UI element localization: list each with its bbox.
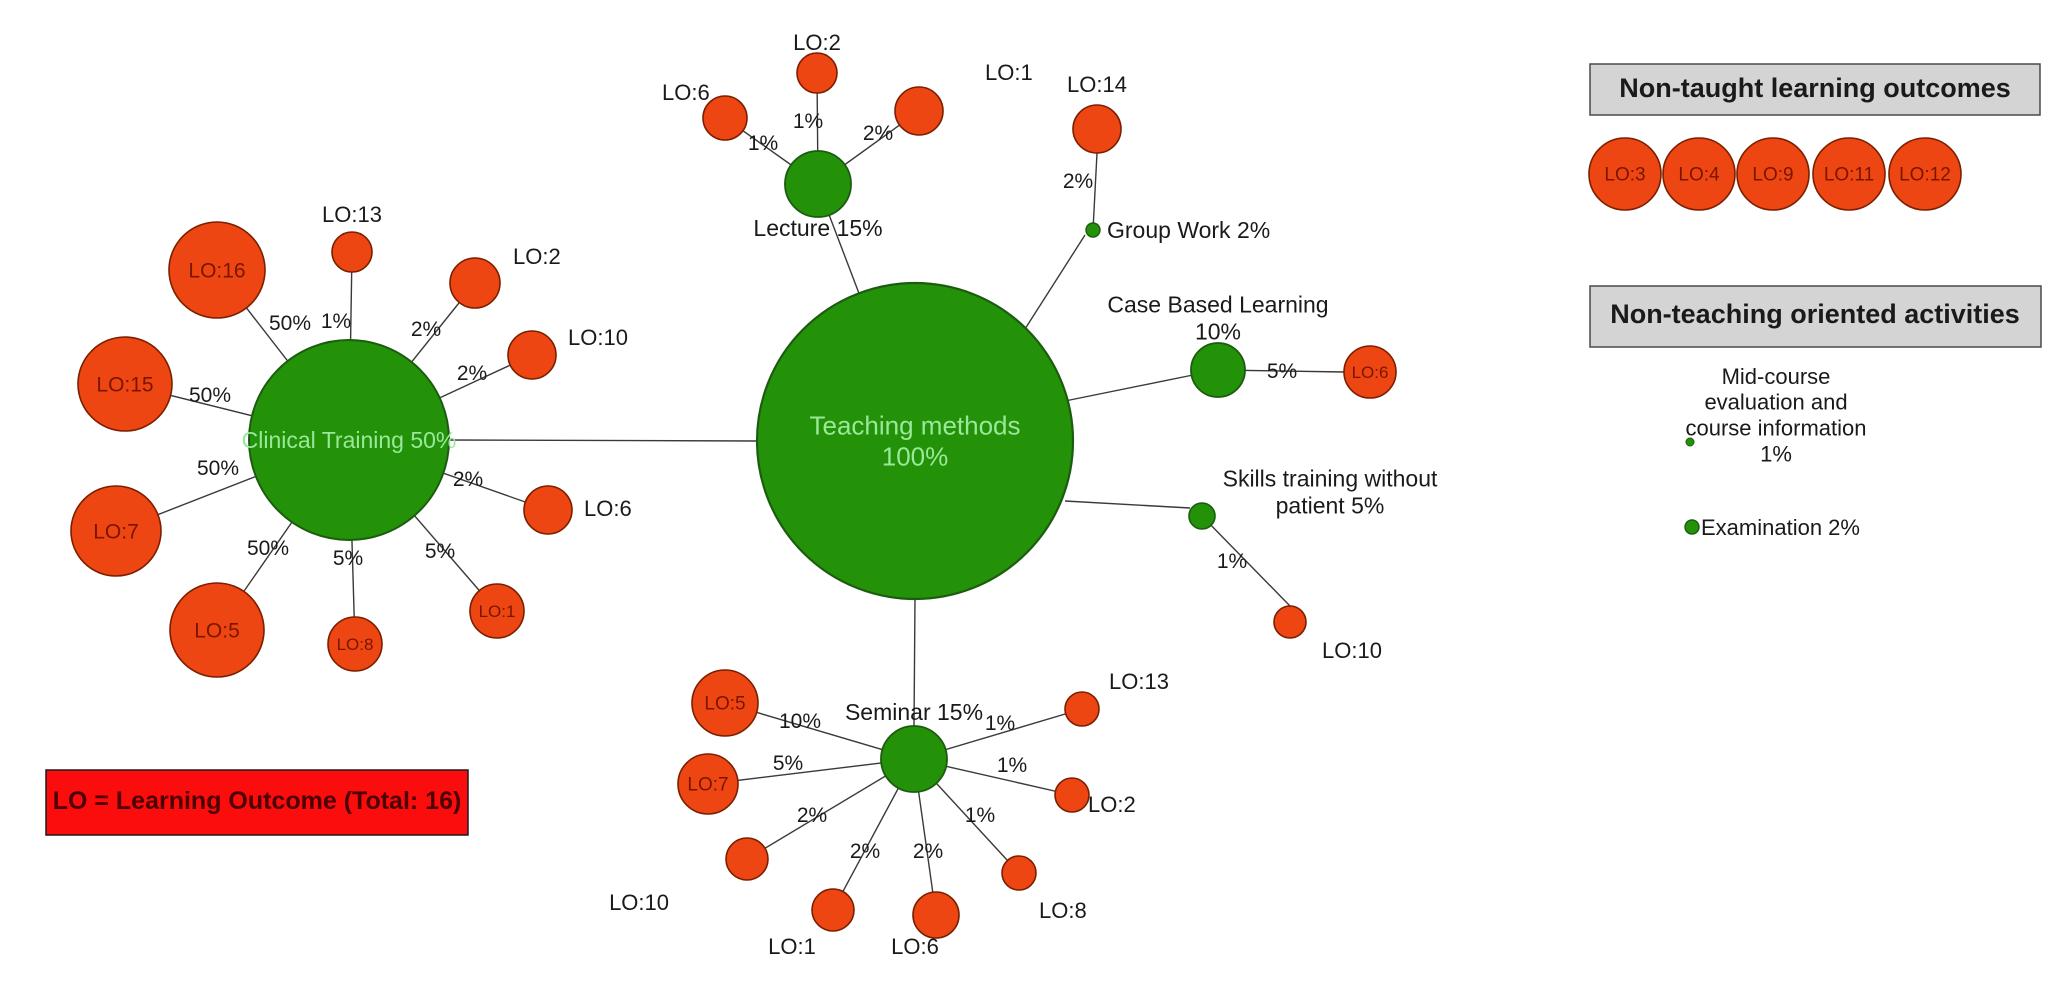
svg-text:LO:2: LO:2 [793,30,841,55]
svg-text:LO:12: LO:12 [1899,165,1951,186]
svg-text:LO:2: LO:2 [1088,792,1136,817]
svg-text:1%: 1% [748,132,778,155]
svg-text:50%: 50% [189,384,231,407]
svg-text:Non-teaching oriented activiti: Non-teaching oriented activities [1610,299,2020,329]
svg-text:2%: 2% [453,468,483,491]
svg-text:Seminar 15%: Seminar 15% [845,699,983,725]
svg-text:LO:1: LO:1 [479,602,516,621]
svg-text:2%: 2% [863,122,893,145]
svg-text:LO:5: LO:5 [194,619,240,642]
svg-text:LO:14: LO:14 [1067,72,1127,97]
svg-text:5%: 5% [1267,360,1297,383]
svg-text:50%: 50% [269,312,311,335]
svg-text:Teaching methods: Teaching methods [809,411,1020,441]
svg-text:LO:3: LO:3 [1604,165,1645,186]
svg-text:5%: 5% [333,547,363,570]
svg-text:1%: 1% [985,712,1015,735]
svg-text:5%: 5% [773,752,803,775]
svg-text:50%: 50% [197,457,239,480]
svg-text:LO:7: LO:7 [93,520,139,543]
svg-text:10%: 10% [779,710,821,733]
svg-text:2%: 2% [457,362,487,385]
svg-text:Case Based Learning: Case Based Learning [1107,292,1328,318]
svg-text:1%: 1% [997,754,1027,777]
svg-text:LO:2: LO:2 [513,244,561,269]
svg-text:2%: 2% [797,804,827,827]
svg-text:LO:6: LO:6 [662,80,710,105]
svg-text:LO:13: LO:13 [322,202,382,227]
svg-text:Skills training without: Skills training without [1223,466,1438,492]
svg-text:LO:8: LO:8 [1039,898,1087,923]
svg-text:Lecture 15%: Lecture 15% [753,215,882,241]
svg-text:LO:8: LO:8 [337,635,374,654]
svg-text:LO:10: LO:10 [568,325,628,350]
svg-text:1%: 1% [1217,550,1247,573]
svg-text:LO:13: LO:13 [1109,669,1169,694]
svg-text:100%: 100% [882,442,949,472]
svg-text:LO:9: LO:9 [1752,165,1793,186]
svg-text:2%: 2% [1063,170,1093,193]
svg-text:LO:1: LO:1 [768,934,816,959]
svg-text:Group Work 2%: Group Work 2% [1107,217,1270,243]
svg-text:5%: 5% [425,540,455,563]
svg-text:2%: 2% [913,840,943,863]
svg-text:Mid-course: Mid-course [1722,364,1831,389]
svg-text:1%: 1% [793,110,823,133]
svg-text:LO:16: LO:16 [188,259,245,282]
svg-text:1%: 1% [965,804,995,827]
svg-text:2%: 2% [850,840,880,863]
svg-text:LO:5: LO:5 [704,694,745,715]
svg-text:LO:10: LO:10 [609,890,669,915]
svg-text:1%: 1% [321,310,351,333]
svg-text:patient 5%: patient 5% [1276,493,1385,519]
svg-text:LO:1: LO:1 [985,60,1033,85]
svg-text:LO:4: LO:4 [1678,165,1720,186]
svg-text:1%: 1% [1760,442,1792,467]
svg-text:LO:15: LO:15 [96,373,153,396]
svg-text:Examination 2%: Examination 2% [1701,515,1860,540]
svg-text:Non-taught learning outcomes: Non-taught learning outcomes [1619,73,2011,103]
svg-text:LO:11: LO:11 [1824,165,1874,186]
svg-text:LO = Learning Outcome (Total:: LO = Learning Outcome (Total: 16) [53,787,462,815]
svg-text:10%: 10% [1195,319,1241,345]
svg-text:50%: 50% [247,537,289,560]
svg-text:LO:6: LO:6 [1352,363,1389,382]
svg-text:LO:7: LO:7 [687,775,728,796]
svg-text:Clinical Training 50%: Clinical Training 50% [242,427,457,453]
svg-text:LO:6: LO:6 [891,934,939,959]
svg-text:evaluation and: evaluation and [1704,390,1847,415]
svg-text:2%: 2% [411,318,441,341]
svg-text:course information: course information [1686,416,1867,441]
svg-text:LO:6: LO:6 [584,496,632,521]
svg-text:LO:10: LO:10 [1322,638,1382,663]
